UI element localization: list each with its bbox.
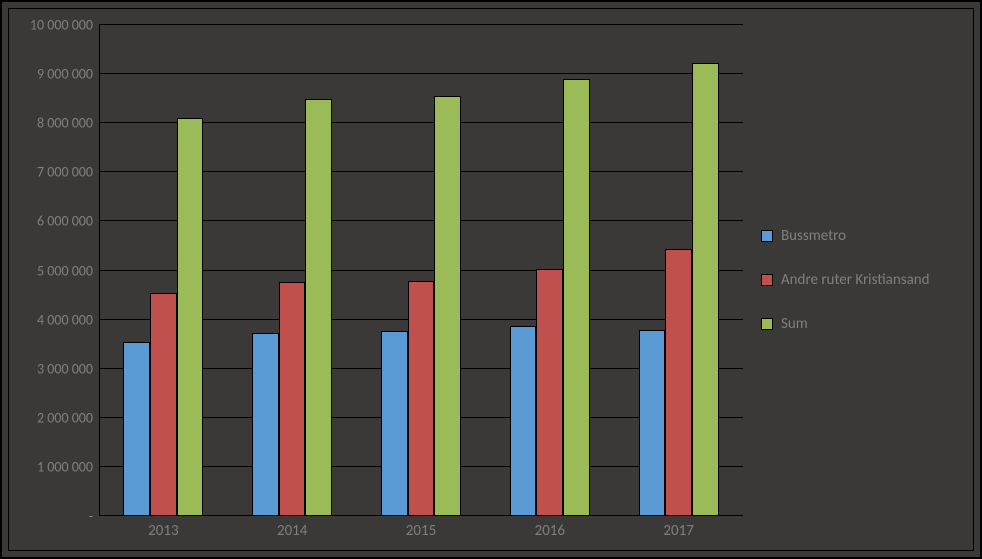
legend-swatch [761,318,773,330]
legend-item: Andre ruter Kristiansand [761,271,973,289]
bar [639,330,666,516]
bar [434,96,461,516]
x-tick-label: 2017 [663,522,693,540]
bar [252,333,279,516]
y-tick-label: 7 000 000 [37,164,93,181]
bar [408,281,435,516]
legend-item: Bussmetro [761,227,973,245]
plot-wrap: 2013 2014 2015 2016 2017 [99,9,743,550]
y-tick-label: 8 000 000 [37,115,93,132]
legend-label: Sum [781,315,808,333]
y-tick-label: 2 000 000 [37,409,93,426]
y-tick-label: 10 000 000 [30,17,93,34]
bar [177,118,204,516]
bar-group [123,25,203,516]
bar [536,269,563,516]
bar [381,331,408,516]
legend-swatch [761,230,773,242]
bar [665,249,692,516]
legend-item: Sum [761,315,973,333]
plot-area [99,25,743,516]
bar [305,99,332,516]
bar [563,79,590,516]
bar-group [510,25,590,516]
bar-group [252,25,332,516]
legend-swatch [761,274,773,286]
bar [692,63,719,516]
x-tick-label: 2014 [277,522,307,540]
y-tick-label: 5 000 000 [37,262,93,279]
x-tick-label: 2015 [406,522,436,540]
bar-group [381,25,461,516]
legend-label: Bussmetro [781,227,846,245]
bar [279,282,306,516]
y-tick-label: - [89,508,93,525]
x-tick-label: 2013 [148,522,178,540]
y-tick-label: 9 000 000 [37,66,93,83]
bars-layer [99,25,743,516]
y-tick-label: 4 000 000 [37,311,93,328]
bar [123,342,150,516]
chart-body: - 1 000 000 2 000 000 3 000 000 4 000 000 5 0… [9,9,743,550]
y-tick-label: 6 000 000 [37,213,93,230]
x-tick-label: 2016 [535,522,565,540]
bar [150,293,177,516]
chart-frame: - 1 000 000 2 000 000 3 000 000 4 000 000 5 0… [8,8,974,551]
y-tick-label: 3 000 000 [37,360,93,377]
bar-group [639,25,719,516]
legend-label: Andre ruter Kristiansand [781,271,930,289]
bar [510,326,537,517]
legend: Bussmetro Andre ruter Kristiansand Sum [743,9,973,550]
y-axis: - 1 000 000 2 000 000 3 000 000 4 000 000 5 0… [9,9,99,550]
chart-outer-frame: - 1 000 000 2 000 000 3 000 000 4 000 000 5 0… [0,0,982,559]
y-tick-label: 1 000 000 [37,458,93,475]
x-axis: 2013 2014 2015 2016 2017 [99,516,743,550]
